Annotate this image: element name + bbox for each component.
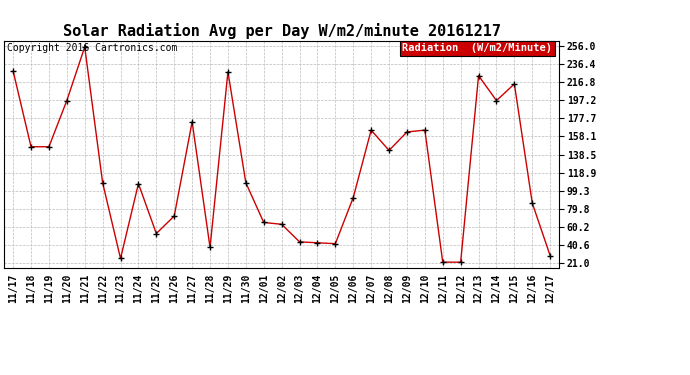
- Title: Solar Radiation Avg per Day W/m2/minute 20161217: Solar Radiation Avg per Day W/m2/minute …: [63, 23, 501, 39]
- Text: Radiation  (W/m2/Minute): Radiation (W/m2/Minute): [402, 44, 552, 53]
- Text: Copyright 2016 Cartronics.com: Copyright 2016 Cartronics.com: [7, 43, 177, 52]
